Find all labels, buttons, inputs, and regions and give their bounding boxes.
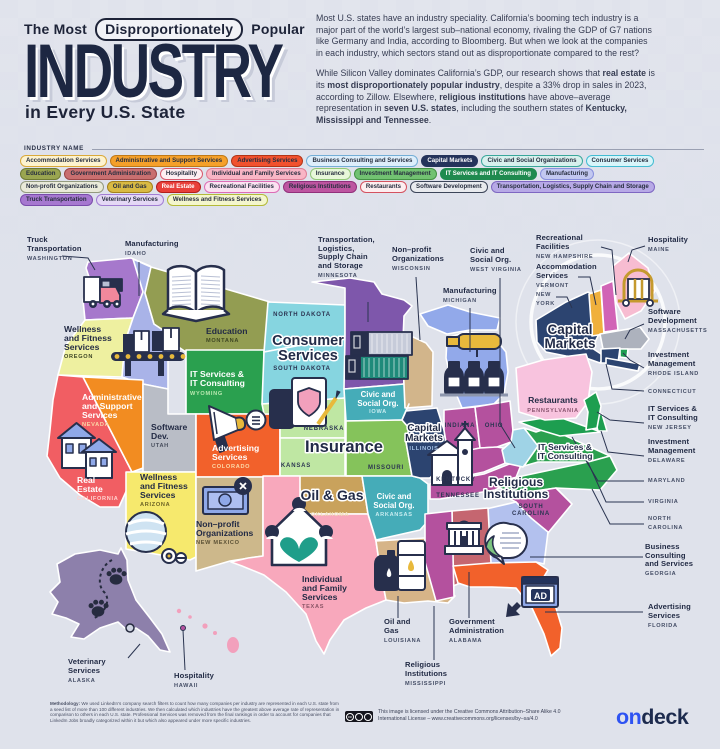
svg-text:Organizations: Organizations: [196, 528, 254, 538]
svg-text:UTAH: UTAH: [151, 443, 169, 449]
svg-text:MONTANA: MONTANA: [206, 338, 239, 344]
svg-text:MISSOURI: MISSOURI: [368, 465, 404, 471]
svg-text:Restaurants: Restaurants: [528, 395, 578, 405]
svg-text:AD: AD: [534, 591, 547, 601]
svg-text:Services: Services: [140, 490, 176, 500]
svg-text:OKLAHOMA: OKLAHOMA: [311, 512, 350, 518]
svg-text:CAROLINA: CAROLINA: [512, 511, 550, 517]
svg-text:IT Services &: IT Services &: [190, 369, 244, 379]
svg-text:Estate: Estate: [77, 484, 103, 494]
svg-text:Capital: Capital: [547, 322, 592, 337]
svg-text:SOUTH: SOUTH: [519, 504, 544, 510]
svg-text:Markets: Markets: [405, 433, 443, 444]
svg-text:INDIANA: INDIANA: [445, 423, 476, 429]
svg-text:NORTH DAKOTA: NORTH DAKOTA: [273, 312, 331, 318]
svg-text:and Support: and Support: [82, 401, 133, 411]
svg-text:and Fitness: and Fitness: [140, 481, 188, 491]
svg-text:Advertising: Advertising: [212, 443, 259, 453]
svg-text:ILLINOIS: ILLINOIS: [409, 446, 438, 452]
svg-text:Civic and: Civic and: [377, 492, 412, 501]
svg-text:Insurance: Insurance: [305, 438, 383, 456]
svg-text:SOUTH DAKOTA: SOUTH DAKOTA: [273, 366, 331, 372]
svg-text:NEVADA: NEVADA: [82, 422, 109, 428]
svg-text:Individual: Individual: [302, 574, 342, 584]
svg-text:Consumer: Consumer: [272, 333, 344, 349]
svg-text:WYOMING: WYOMING: [190, 391, 223, 397]
svg-text:Wellness: Wellness: [64, 324, 101, 334]
svg-text:Services: Services: [302, 592, 338, 602]
svg-text:TENNESSEE: TENNESSEE: [436, 493, 480, 499]
svg-text:Civic and: Civic and: [361, 390, 396, 399]
svg-text:and Family: and Family: [302, 583, 347, 593]
svg-text:Wellness: Wellness: [140, 472, 177, 482]
svg-text:Social Org.: Social Org.: [357, 399, 398, 408]
svg-text:KENTUCKY: KENTUCKY: [436, 477, 476, 483]
svg-text:NEBRASKA: NEBRASKA: [304, 426, 344, 432]
svg-text:NEW MEXICO: NEW MEXICO: [196, 540, 240, 546]
svg-text:COLORADO: COLORADO: [212, 464, 250, 470]
svg-text:Services: Services: [64, 342, 100, 352]
svg-text:Capital: Capital: [407, 423, 441, 434]
svg-text:Dev.: Dev.: [151, 431, 169, 441]
svg-text:Institutions: Institutions: [484, 487, 549, 501]
svg-text:Services: Services: [278, 348, 338, 364]
svg-text:CALIFORNIA: CALIFORNIA: [77, 496, 119, 502]
svg-text:IT Consulting: IT Consulting: [538, 451, 593, 461]
svg-text:Education: Education: [206, 326, 248, 336]
svg-text:ARIZONA: ARIZONA: [140, 502, 170, 508]
svg-text:Administrative: Administrative: [82, 392, 142, 402]
svg-text:KANSAS: KANSAS: [281, 463, 311, 469]
svg-text:Software: Software: [151, 422, 188, 432]
svg-text:Services: Services: [82, 410, 118, 420]
svg-text:Markets: Markets: [544, 336, 595, 351]
svg-text:ARKANSAS: ARKANSAS: [375, 512, 412, 518]
svg-text:IOWA: IOWA: [369, 409, 387, 415]
svg-text:Social Org.: Social Org.: [373, 501, 414, 510]
svg-text:IT Services &: IT Services &: [538, 442, 592, 452]
svg-text:OHIO: OHIO: [485, 423, 504, 429]
svg-text:and Fitness: and Fitness: [64, 333, 112, 343]
svg-text:Religious: Religious: [489, 475, 543, 489]
svg-text:IT Consulting: IT Consulting: [190, 378, 245, 388]
svg-text:Non–profit: Non–profit: [196, 519, 240, 529]
svg-text:Oil & Gas: Oil & Gas: [300, 487, 363, 503]
svg-text:Real: Real: [77, 475, 95, 485]
svg-text:PENNSYLVANIA: PENNSYLVANIA: [527, 408, 578, 414]
svg-text:TEXAS: TEXAS: [302, 604, 324, 610]
svg-text:Services: Services: [212, 452, 248, 462]
svg-text:OREGON: OREGON: [64, 354, 93, 360]
